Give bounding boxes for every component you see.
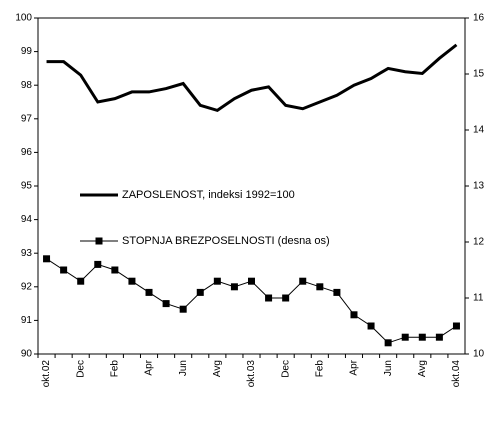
marker [162,300,170,308]
x-tick-label: Apr [144,359,155,375]
marker [213,277,221,285]
legend-marker [95,237,103,245]
x-tick-label: Dec [280,360,291,378]
x-tick-label: Dec [75,360,86,378]
line [46,43,458,113]
marker [111,266,119,274]
y-tick-label: 100 [15,13,32,24]
y-tick-label: 99 [21,46,33,57]
y2-tick-label: 13 [473,181,485,192]
marker [435,333,443,341]
marker [94,260,102,268]
y-tick-label: 94 [21,214,33,225]
y2-tick-label: 16 [473,13,485,24]
marker [350,311,358,319]
line [46,258,457,344]
y-tick-label: 93 [21,248,33,259]
marker [418,333,426,341]
y-tick-label: 96 [21,147,33,158]
y-tick-label: 90 [21,349,33,360]
marker [196,288,204,296]
marker [452,322,460,330]
plot-frame [37,17,466,355]
y2-tick-label: 14 [473,125,485,136]
y2-tick-label: 11 [473,293,484,304]
y-tick-label: 98 [21,80,33,91]
marker [60,266,68,274]
x-tick-label: okt.03 [246,360,257,388]
y-tick-label: 97 [21,113,33,124]
y-tick-label: 91 [21,315,33,326]
marker [282,294,290,302]
marker [248,277,255,285]
x-tick-label: okt.02 [41,360,52,388]
x-tick-label: Avg [417,360,428,377]
marker [128,277,136,285]
marker [384,339,392,347]
legend-label: STOPNJA BREZPOSELNOSTI (desna os) [122,235,330,247]
marker [299,277,307,285]
y2-tick-label: 15 [473,69,485,80]
marker [333,288,341,296]
marker [179,305,187,313]
x-tick-label: Apr [349,359,360,375]
marker [367,322,375,330]
x-tick-label: Feb [110,360,121,378]
marker [265,294,273,302]
x-tick-label: okt.04 [451,360,462,388]
y2-tick-label: 12 [473,237,485,248]
y-tick-label: 95 [21,181,33,192]
x-tick-label: Feb [314,360,325,378]
x-tick-label: Jun [178,360,189,376]
y2-tick-label: 10 [473,349,485,360]
legend-label: ZAPOSLENOST, indeksi 1992=100 [122,189,295,201]
marker [43,255,51,263]
x-tick-label: Avg [212,360,223,377]
marker [77,277,85,285]
marker [230,283,238,291]
marker [316,283,324,291]
marker [145,288,153,296]
x-tick-label: Jun [383,360,394,376]
marker [401,333,409,341]
y-tick-label: 92 [21,281,33,292]
